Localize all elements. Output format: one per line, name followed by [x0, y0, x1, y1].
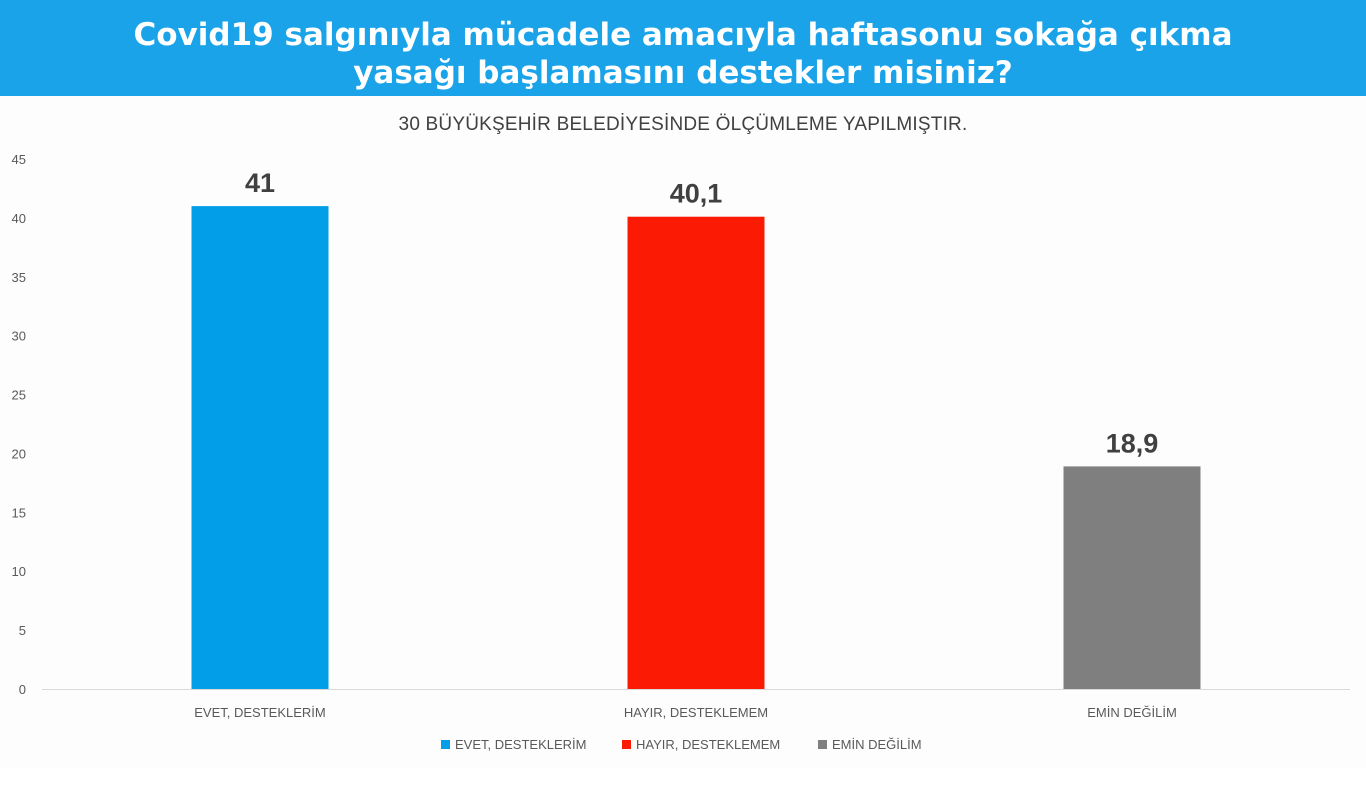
legend-label: EVET, DESTEKLERİM	[455, 737, 586, 752]
y-tick-label: 35	[12, 270, 26, 285]
bar	[1063, 466, 1201, 689]
legend-swatch	[818, 740, 827, 749]
y-tick-label: 30	[12, 329, 26, 344]
bar	[627, 216, 765, 689]
y-tick-label: 45	[12, 152, 26, 167]
legend-label: EMİN DEĞİLİM	[832, 737, 922, 752]
legend-swatch	[622, 740, 631, 749]
x-tick-label: EVET, DESTEKLERİM	[194, 705, 325, 720]
chart-title-line-2: yasağı başlamasını destekler misiniz?	[353, 55, 1013, 91]
bottom-margin	[0, 768, 1366, 812]
chart-title-banner: Covid19 salgınıyla mücadele amacıyla haf…	[0, 0, 1366, 96]
x-tick-label: EMİN DEĞİLİM	[1087, 705, 1177, 720]
data-label: 18,9	[1106, 428, 1159, 458]
bar	[191, 206, 329, 689]
y-tick-label: 20	[12, 446, 26, 461]
y-tick-label: 0	[19, 682, 26, 697]
x-tick-label: HAYIR, DESTEKLEMEM	[624, 705, 768, 720]
legend-label: HAYIR, DESTEKLEMEM	[636, 737, 780, 752]
chart-title-line-1: Covid19 salgınıyla mücadele amacıyla haf…	[133, 17, 1233, 53]
y-tick-label: 15	[12, 505, 26, 520]
legend-swatch	[441, 740, 450, 749]
y-tick-label: 40	[12, 211, 26, 226]
data-label: 41	[245, 168, 275, 198]
data-label: 40,1	[670, 179, 723, 209]
chart-subtitle: 30 BÜYÜKŞEHİR BELEDİYESİNDE ÖLÇÜMLEME YA…	[398, 114, 968, 135]
y-tick-label: 25	[12, 388, 26, 403]
y-tick-label: 5	[19, 623, 26, 638]
y-tick-label: 10	[12, 564, 26, 579]
